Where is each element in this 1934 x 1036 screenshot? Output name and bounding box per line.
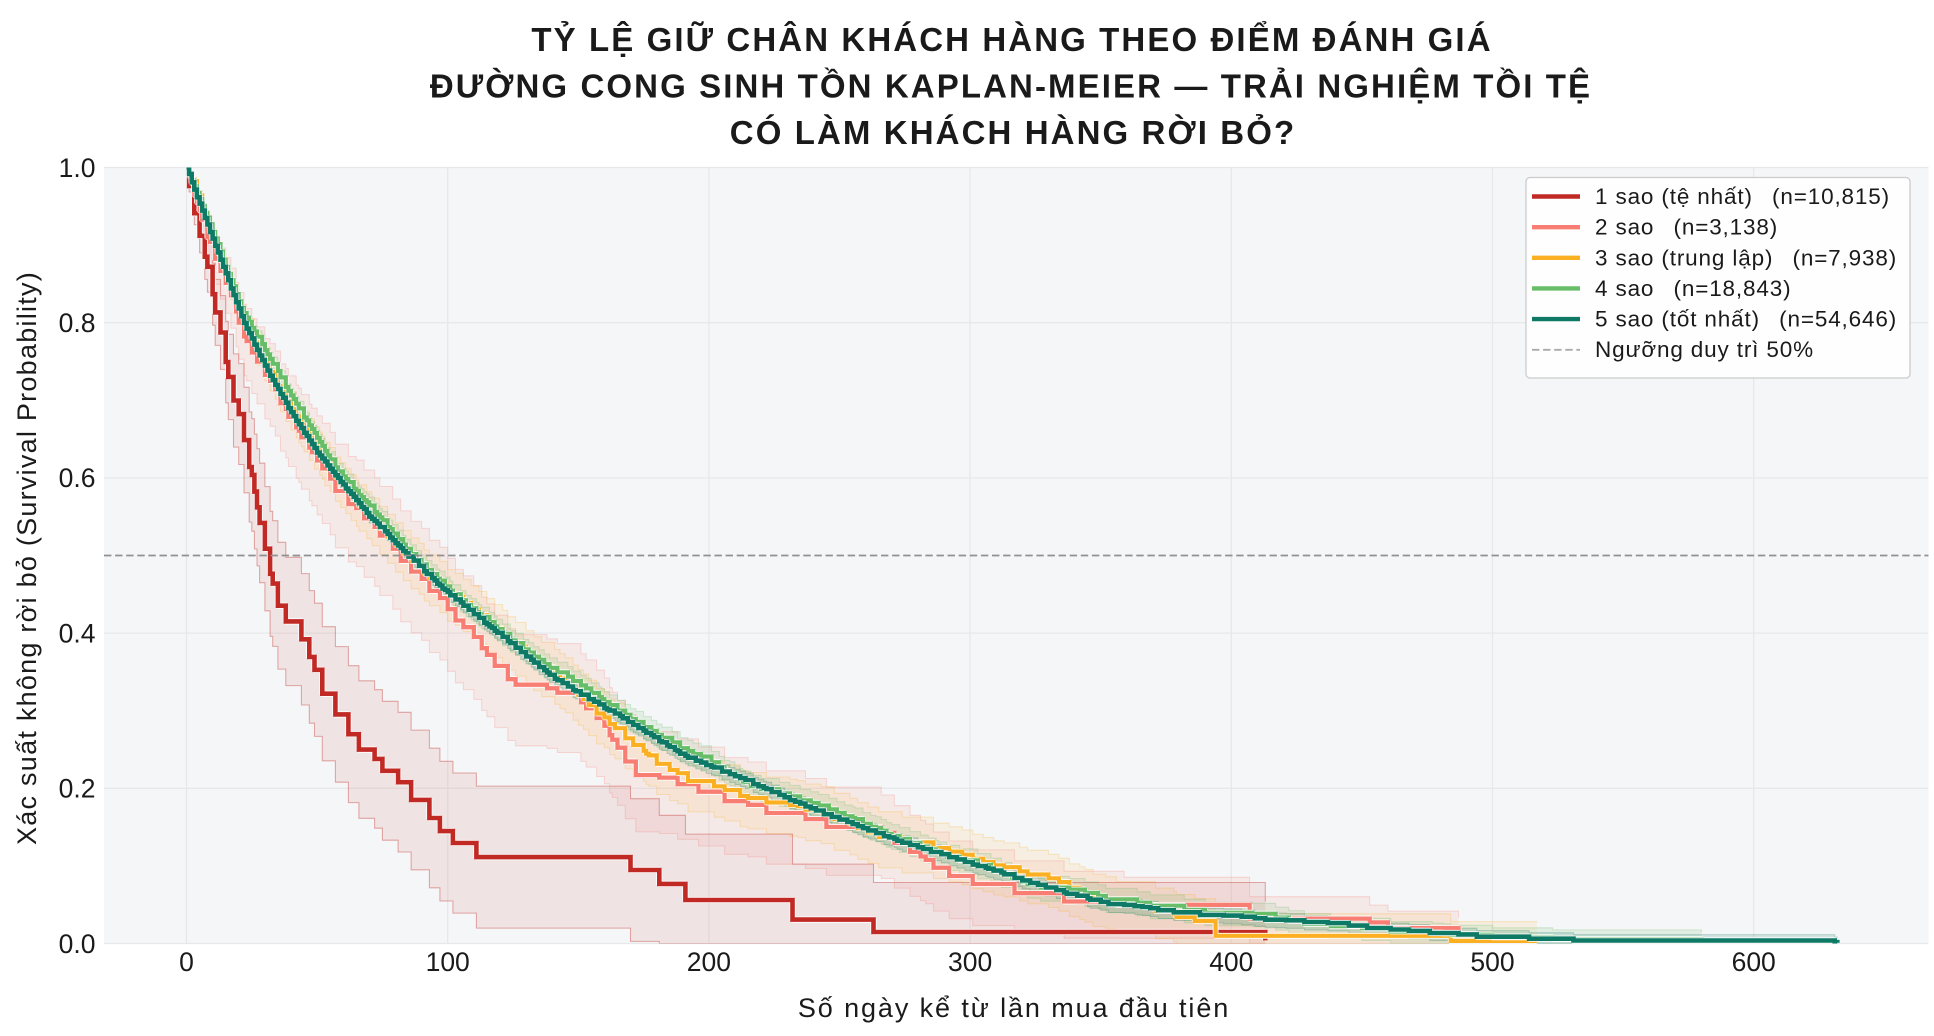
svg-text:0.4: 0.4 — [59, 618, 96, 648]
svg-text:100: 100 — [426, 947, 470, 977]
svg-text:2 sao (n=3,138): 2 sao (n=3,138) — [1595, 215, 1778, 240]
svg-text:Số ngày kể từ lần mua đầu tiên: Số ngày kể từ lần mua đầu tiên — [798, 993, 1230, 1023]
svg-text:1 sao (tệ nhất) (n=10,815): 1 sao (tệ nhất) (n=10,815) — [1595, 184, 1890, 209]
svg-text:600: 600 — [1732, 947, 1776, 977]
svg-text:CÓ LÀM KHÁCH HÀNG RỜI BỎ?: CÓ LÀM KHÁCH HÀNG RỜI BỎ? — [730, 114, 1296, 151]
svg-text:0: 0 — [179, 947, 194, 977]
svg-text:Ngưỡng duy trì 50%: Ngưỡng duy trì 50% — [1595, 337, 1814, 362]
svg-text:4 sao (n=18,843): 4 sao (n=18,843) — [1595, 276, 1791, 301]
svg-text:0.6: 0.6 — [59, 463, 96, 493]
svg-text:0.2: 0.2 — [59, 774, 96, 804]
svg-text:500: 500 — [1470, 947, 1514, 977]
svg-text:0.8: 0.8 — [59, 308, 96, 338]
svg-text:ĐƯỜNG CONG SINH TỒN KAPLAN-MEI: ĐƯỜNG CONG SINH TỒN KAPLAN-MEIER — TRẢI … — [430, 68, 1592, 105]
svg-text:3 sao (trung lập) (n=7,938): 3 sao (trung lập) (n=7,938) — [1595, 245, 1897, 270]
svg-text:TỶ LỆ GIỮ CHÂN KHÁCH HÀNG THEO: TỶ LỆ GIỮ CHÂN KHÁCH HÀNG THEO ĐIỂM ĐÁNH… — [531, 21, 1492, 58]
svg-text:0.0: 0.0 — [59, 929, 96, 959]
svg-text:300: 300 — [948, 947, 992, 977]
svg-text:Xác suất không rời bỏ (Surviva: Xác suất không rời bỏ (Survival Probabil… — [12, 271, 42, 845]
svg-text:1.0: 1.0 — [59, 153, 96, 183]
svg-text:200: 200 — [687, 947, 731, 977]
svg-text:5 sao (tốt nhất) (n=54,646): 5 sao (tốt nhất) (n=54,646) — [1595, 307, 1897, 332]
svg-text:400: 400 — [1209, 947, 1253, 977]
